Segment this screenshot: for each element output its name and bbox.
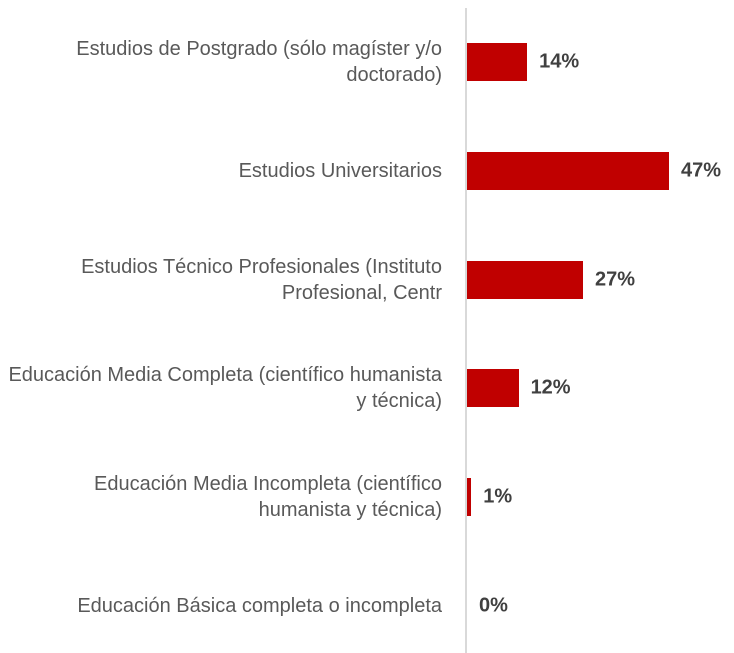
bar [467,151,669,190]
category-label: Estudios Universitarios [238,159,442,182]
axis-line [465,8,467,653]
category-label: Estudios Técnico Profesionales (Institut… [81,255,442,304]
value-label: 0% [479,594,508,617]
bar [467,478,472,517]
category-label: Educación Básica completa o incompleta [77,595,442,617]
category-label: Estudios de Postgrado (sólo magíster y/o… [76,38,442,86]
value-label: 47% [681,159,722,182]
value-label: 27% [595,268,636,291]
category-label: Educación Media Incompleta (científico h… [94,473,442,522]
value-label: 14% [539,50,580,73]
category-label: Educación Media Completa (científico hum… [8,364,442,413]
value-label: 1% [483,485,513,508]
bar [467,260,584,299]
bar [467,43,528,81]
value-label: 12% [530,376,571,399]
bar [467,369,519,408]
